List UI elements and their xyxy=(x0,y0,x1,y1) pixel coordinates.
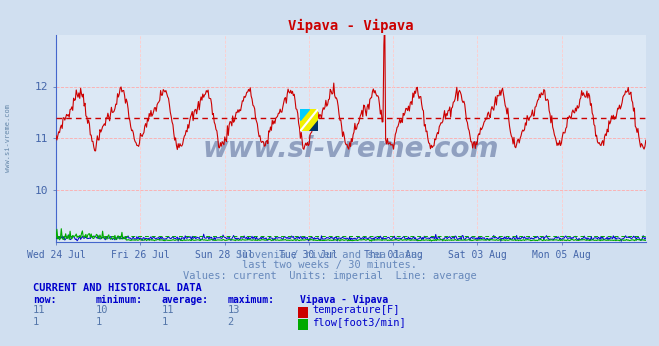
Text: 1: 1 xyxy=(33,317,39,327)
Text: 2: 2 xyxy=(227,317,233,327)
Text: flow[foot3/min]: flow[foot3/min] xyxy=(312,317,406,327)
Title: Vipava - Vipava: Vipava - Vipava xyxy=(288,19,414,34)
Polygon shape xyxy=(300,109,309,120)
Text: 13: 13 xyxy=(227,305,240,315)
Text: CURRENT AND HISTORICAL DATA: CURRENT AND HISTORICAL DATA xyxy=(33,283,202,293)
Text: 11: 11 xyxy=(33,305,45,315)
Text: 11: 11 xyxy=(161,305,174,315)
Text: www.si-vreme.com: www.si-vreme.com xyxy=(5,104,11,172)
Text: last two weeks / 30 minutes.: last two weeks / 30 minutes. xyxy=(242,260,417,270)
Text: temperature[F]: temperature[F] xyxy=(312,305,400,315)
Text: Vipava - Vipava: Vipava - Vipava xyxy=(300,295,388,305)
Text: www.si-vreme.com: www.si-vreme.com xyxy=(203,135,499,163)
Text: 1: 1 xyxy=(96,317,101,327)
Text: Slovenia / river and sea data.: Slovenia / river and sea data. xyxy=(236,250,423,260)
Text: minimum:: minimum: xyxy=(96,295,142,305)
Text: maximum:: maximum: xyxy=(227,295,274,305)
Text: 10: 10 xyxy=(96,305,108,315)
Text: 1: 1 xyxy=(161,317,167,327)
Text: now:: now: xyxy=(33,295,57,305)
Polygon shape xyxy=(309,120,318,131)
Text: average:: average: xyxy=(161,295,208,305)
Text: Values: current  Units: imperial  Line: average: Values: current Units: imperial Line: av… xyxy=(183,271,476,281)
